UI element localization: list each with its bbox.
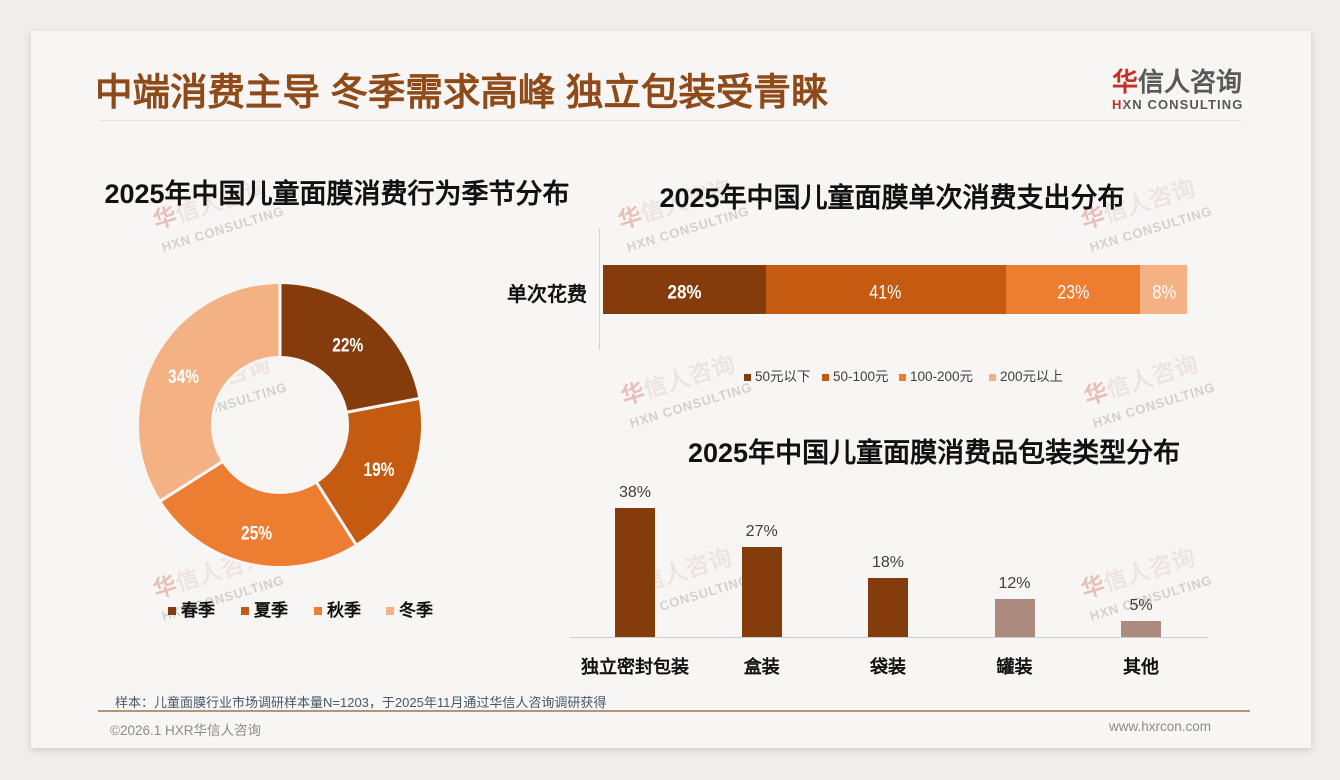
svg-text:25%: 25% [241, 524, 272, 545]
svg-text:41%: 41% [869, 283, 901, 304]
svg-text:19%: 19% [364, 460, 395, 481]
svg-text:34%: 34% [168, 367, 199, 388]
svg-text:23%: 23% [1057, 283, 1089, 304]
svg-text:8%: 8% [1152, 283, 1176, 304]
svg-text:22%: 22% [332, 336, 363, 357]
svg-text:28%: 28% [668, 283, 702, 304]
